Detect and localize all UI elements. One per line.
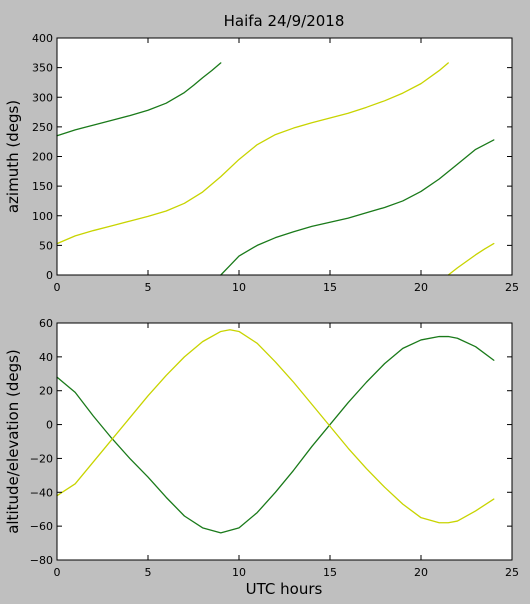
- altitude-ytick-label: −20: [30, 452, 53, 465]
- azimuth-ytick-label: 300: [32, 91, 53, 104]
- altitude-plot-area: [57, 323, 512, 560]
- azimuth-ytick-label: 350: [32, 62, 53, 75]
- altitude-ytick-label: −40: [30, 486, 53, 499]
- altitude-ytick-label: −80: [30, 554, 53, 567]
- altitude-ytick-label: 0: [46, 419, 53, 432]
- azimuth-series-yellow-line-1: [56, 62, 449, 245]
- altitude-plot-frame: [56, 322, 513, 561]
- altitude-xtick-label: 10: [232, 566, 246, 579]
- altitude-xtick-label: 20: [414, 566, 428, 579]
- altitude-panel: 0 5 10 15 20 25 −80 −60 −40 −20 0 20 40 60 altitude/e…: [4, 317, 519, 579]
- altitude-ylabel: altitude/elevation (degs): [4, 349, 22, 534]
- azimuth-ytick-label: 0: [46, 269, 53, 282]
- altitude-xtick-label: 0: [54, 566, 61, 579]
- azimuth-xtick-label: 15: [323, 281, 337, 294]
- altitude-ytick-label: −60: [30, 520, 53, 533]
- azimuth-ytick-label: 100: [32, 210, 53, 223]
- altitude-ytick-label: 60: [39, 317, 53, 330]
- altitude-xtick-label: 25: [505, 566, 519, 579]
- azimuth-xtick-label: 10: [232, 281, 246, 294]
- azimuth-series-layer: [56, 62, 495, 276]
- azimuth-xtick-label: 20: [414, 281, 428, 294]
- azimuth-xtick-label: 5: [145, 281, 152, 294]
- azimuth-ytick-label: 150: [32, 180, 53, 193]
- azimuth-series-yellow-line-2: [447, 242, 495, 276]
- azimuth-ytick-label: 250: [32, 121, 53, 134]
- altitude-xtick-label: 15: [323, 566, 337, 579]
- azimuth-plot-area: [57, 38, 512, 275]
- azimuth-ytick-label: 50: [39, 239, 53, 252]
- azimuth-series-green-line-2: [220, 139, 495, 276]
- altitude-xtick-label: 5: [145, 566, 152, 579]
- altitude-series-yellow-line-1: [56, 329, 495, 524]
- azimuth-xtick-label: 0: [54, 281, 61, 294]
- altitude-ytick-label: 20: [39, 385, 53, 398]
- altitude-ticks-layer: 0 5 10 15 20 25 −80 −60 −40 −20 0 20 40 60: [30, 317, 519, 579]
- altitude-ytick-label: 40: [39, 351, 53, 364]
- x-axis-label: UTC hours: [246, 580, 323, 598]
- altitude-series-layer: [56, 329, 495, 534]
- azimuth-series-green-line-1: [56, 62, 222, 137]
- altitude-series-green-line-1: [56, 335, 495, 534]
- azimuth-ytick-label: 200: [32, 151, 53, 164]
- figure-title: Haifa 24/9/2018: [224, 12, 345, 30]
- azimuth-ytick-label: 400: [32, 32, 53, 45]
- azimuth-xtick-label: 25: [505, 281, 519, 294]
- azimuth-ylabel: azimuth (degs): [4, 100, 22, 213]
